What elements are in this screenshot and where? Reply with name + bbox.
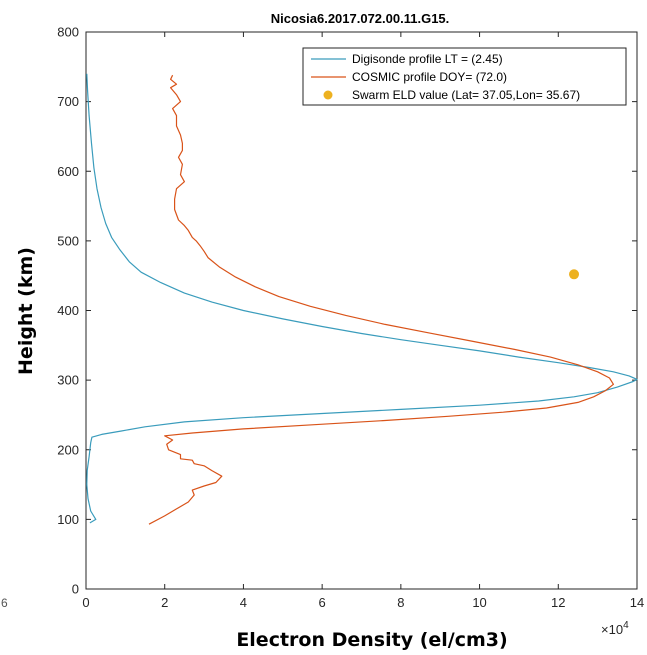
x-axis-exponent: ×104 [601, 620, 629, 637]
y-tick-label: 800 [57, 25, 79, 40]
y-axis: 0 100 200 300 400 500 600 700 800 [57, 25, 637, 597]
left-edge-fragment: 6 [1, 596, 8, 610]
y-tick-label: 0 [72, 582, 79, 597]
x-tick-label: 0 [82, 595, 89, 610]
x-tick-label: 12 [551, 595, 565, 610]
x-axis-title: Electron Density (el/cm3) [236, 629, 507, 651]
plot-area [85, 31, 638, 590]
legend-label-swarm: Swarm ELD value (Lat= 37.05,Lon= 35.67) [352, 88, 580, 102]
x-tick-label: 10 [472, 595, 486, 610]
legend-marker-swarm [323, 90, 333, 100]
x-tick-label: 14 [630, 595, 644, 610]
legend-label-digisonde: Digisonde profile LT = (2.45) [352, 52, 503, 66]
y-tick-label: 200 [57, 442, 79, 457]
x-tick-label: 8 [397, 595, 404, 610]
cosmic-profile-line [148, 74, 615, 525]
y-axis-title: Height (km) [15, 247, 37, 375]
y-tick-label: 300 [57, 373, 79, 388]
y-tick-label: 500 [57, 233, 79, 248]
y-tick-label: 700 [57, 94, 79, 109]
chart-title: Nicosia6.2017.072.00.11.G15. [271, 11, 450, 26]
legend-box [302, 47, 627, 106]
swarm-eld-point [569, 269, 580, 280]
digisonde-profile-line [86, 73, 638, 524]
x-axis: 0 2 4 6 8 10 12 14 [82, 32, 644, 610]
x-tick-label: 4 [240, 595, 247, 610]
y-tick-label: 100 [57, 512, 79, 527]
x-axis-exponent-base: ×10 [601, 622, 623, 637]
x-tick-label: 2 [161, 595, 168, 610]
x-tick-label: 6 [319, 595, 326, 610]
x-axis-exponent-power: 4 [623, 620, 629, 631]
y-tick-label: 400 [57, 303, 79, 318]
legend: Digisonde profile LT = (2.45) COSMIC pro… [302, 47, 627, 106]
y-tick-label: 600 [57, 164, 79, 179]
legend-label-cosmic: COSMIC profile DOY= (72.0) [352, 70, 507, 84]
series-layer [86, 73, 638, 525]
